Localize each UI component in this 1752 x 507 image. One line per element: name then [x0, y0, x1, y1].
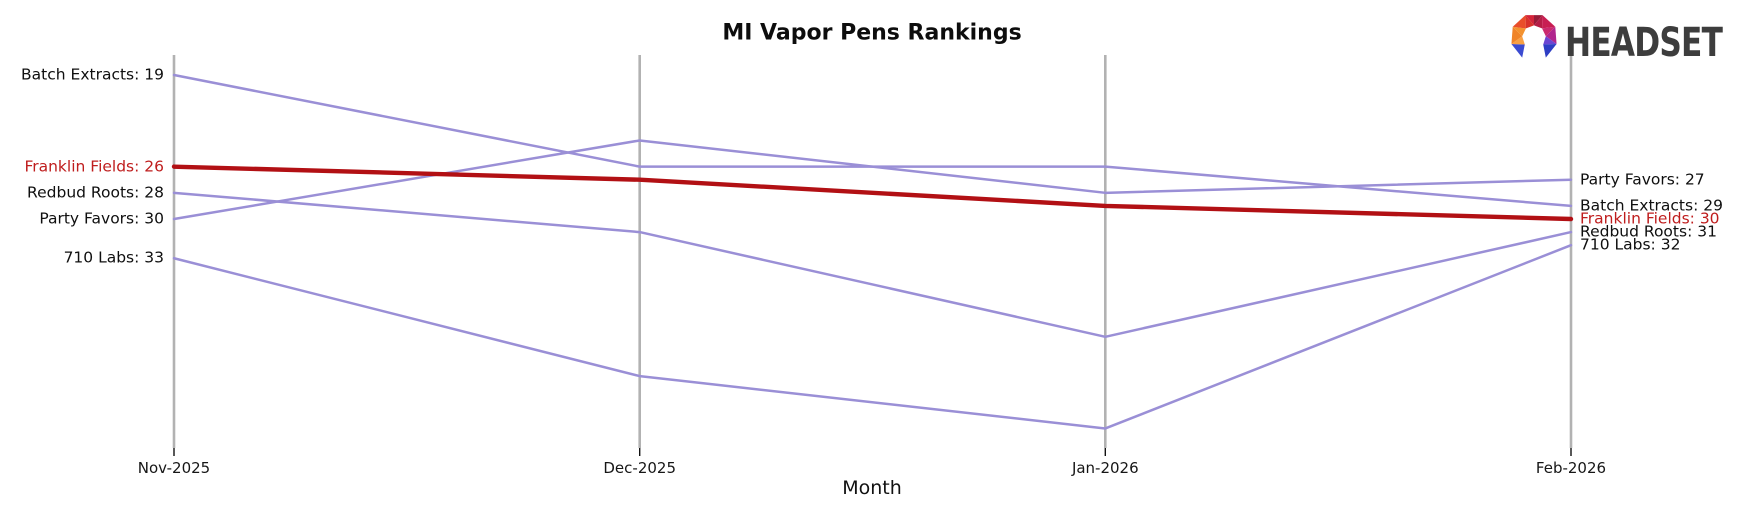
- end-label-redbud-roots: Redbud Roots: 31: [1580, 222, 1717, 241]
- series-line-franklin-fields: [171, 164, 1574, 222]
- start-label-710-labs: 710 Labs: 33: [63, 248, 164, 267]
- x-tick-label-Jan-2026: Jan-2026: [1071, 459, 1139, 477]
- series-line-party-favors: [172, 139, 1573, 221]
- end-label-710-labs: 710 Labs: 32: [1580, 235, 1681, 254]
- chart-title: MI Vapor Pens Rankings: [722, 20, 1022, 46]
- series-line-710-labs: [172, 243, 1573, 430]
- headset-logo-text: HEADSET: [1565, 20, 1723, 66]
- start-label-batch-extracts: Batch Extracts: 19: [21, 65, 164, 84]
- headset-logo-icon: [1511, 15, 1557, 58]
- x-tick-label-Feb-2026: Feb-2026: [1535, 459, 1607, 477]
- start-label-franklin-fields: Franklin Fields: 26: [24, 157, 164, 176]
- headset-logo: HEADSET: [1508, 10, 1748, 66]
- start-label-party-favors: Party Favors: 30: [39, 209, 164, 228]
- series-line-redbud-roots: [172, 191, 1573, 339]
- x-axis-title: Month: [842, 477, 902, 499]
- end-label-party-favors: Party Favors: 27: [1580, 170, 1705, 189]
- end-label-franklin-fields: Franklin Fields: 30: [1580, 209, 1720, 228]
- x-tick-label-Nov-2025: Nov-2025: [137, 459, 211, 477]
- end-label-batch-extracts: Batch Extracts: 29: [1580, 196, 1723, 215]
- start-label-redbud-roots: Redbud Roots: 28: [27, 183, 164, 202]
- x-tick-label-Dec-2025: Dec-2025: [603, 459, 676, 477]
